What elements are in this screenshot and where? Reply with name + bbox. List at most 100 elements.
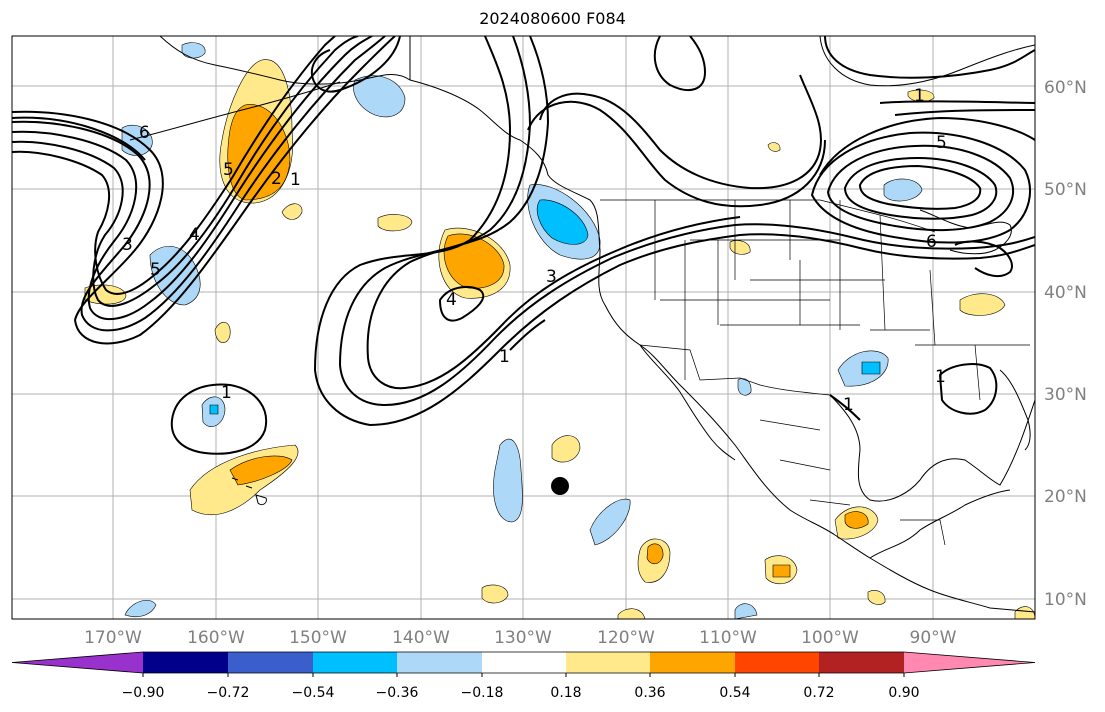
colorbar-tick-label: −0.72 — [207, 685, 250, 701]
contour-p-4 — [366, 36, 741, 390]
contour-label: 1 — [499, 347, 510, 367]
florida — [999, 369, 1031, 451]
contour-n-2 — [824, 36, 1035, 79]
lat-label: 60°N — [1044, 78, 1087, 98]
lat-label: 20°N — [1044, 487, 1087, 507]
gridlines — [12, 36, 1035, 619]
colorbar-segment — [228, 652, 313, 673]
cold-anomaly-alaska — [353, 75, 406, 118]
colorbar-segment — [482, 652, 566, 673]
lon-label: 160°W — [187, 628, 245, 648]
hudson-bay — [819, 36, 1035, 87]
warm-spot-11 — [867, 590, 886, 605]
central-america — [869, 489, 1011, 559]
map-title: 2024080600 F084 — [479, 9, 626, 28]
great-lakes — [919, 209, 1012, 255]
warm-core-9 — [844, 511, 869, 529]
lat-label: 50°N — [1044, 180, 1087, 200]
contour-e-6 — [954, 240, 1013, 278]
lon-label: 90°W — [910, 628, 957, 648]
us-canada-border — [600, 199, 936, 233]
map-frame — [11, 35, 1036, 620]
baja-coast — [639, 344, 736, 461]
lat-label: 10°N — [1044, 590, 1087, 610]
cold-spot-bottom-1 — [124, 600, 157, 618]
lat-label: 40°N — [1044, 283, 1087, 303]
aleutians — [129, 81, 341, 141]
warm-spot-10 — [481, 584, 509, 604]
cold-core-texas — [861, 361, 881, 375]
political-borders — [409, 36, 1030, 546]
contour-label: 3 — [546, 267, 557, 287]
contour-w-5 — [12, 36, 336, 295]
contour-label: 1 — [843, 395, 854, 415]
colorbar-tick-label: 0.18 — [550, 685, 581, 701]
lon-label: 110°W — [699, 628, 757, 648]
lon-label: 120°W — [597, 628, 655, 648]
cold-spot-great-lakes — [883, 178, 923, 202]
longitude-labels: 170°W 160°W 150°W 140°W 130°W 120°W 110°… — [84, 628, 957, 648]
contour-w-4 — [12, 36, 359, 307]
us-mexico-border — [639, 344, 831, 396]
warm-core-bering — [227, 104, 291, 201]
contour-p-2 — [313, 36, 1035, 427]
contour-p-6 — [438, 286, 485, 322]
contour-label: 6 — [926, 232, 937, 252]
contour-label: 6 — [139, 123, 150, 143]
warm-core-goa — [443, 233, 505, 289]
contour-w-2 — [12, 36, 386, 332]
cold-spot-mexico — [737, 378, 752, 396]
colorbar-tick-label: 0.54 — [719, 685, 750, 701]
lat-label: 30°N — [1044, 385, 1087, 405]
contour-e-5 — [858, 164, 982, 210]
colorbar-segment — [143, 652, 228, 673]
contour-label: 4 — [446, 290, 457, 310]
contour-lines — [12, 36, 1035, 455]
colorbar-segment — [566, 652, 650, 673]
alaska-coast — [159, 36, 411, 85]
contour-n-3 — [879, 100, 1035, 104]
contour-se-1 — [938, 363, 998, 415]
warm-spot-13 — [959, 293, 1006, 316]
colorbar-ticks — [142, 673, 905, 677]
contour-e-4 — [843, 156, 998, 220]
colorbar-tick-label: −0.36 — [376, 685, 419, 701]
colorbar-tick-labels: −0.90 −0.72 −0.54 −0.36 −0.18 0.18 0.36 … — [122, 685, 920, 701]
colorbar-tick-label: −0.54 — [292, 685, 335, 701]
warm-spot-14 — [907, 89, 935, 102]
contour-label: 3 — [122, 235, 133, 255]
location-marker — [551, 477, 569, 495]
contour-label: 1 — [935, 367, 946, 387]
hawaii-islands — [231, 477, 267, 506]
contour-label: 5 — [150, 260, 161, 280]
warm-spot-bottom-3 — [617, 608, 646, 619]
contour-se-2 — [829, 394, 861, 421]
cold-core-hawaii — [209, 404, 219, 415]
cold-core-pnw — [536, 199, 589, 245]
colorbar-segment — [12, 652, 143, 673]
colorbar-segment — [313, 652, 397, 673]
contour-n-1 — [653, 36, 707, 92]
colorbar-segment — [397, 652, 482, 673]
warm-spot-bottom-4 — [1014, 606, 1035, 619]
lon-label: 130°W — [494, 628, 552, 648]
contour-label: 1 — [914, 86, 925, 106]
colorbar-tick-label: 0.72 — [803, 685, 834, 701]
colorbar-tick-label: −0.90 — [122, 685, 165, 701]
contour-e-2 — [810, 131, 1031, 244]
colorbar-segment — [650, 652, 735, 673]
contour-label: 5 — [223, 160, 234, 180]
contour-p-5 — [539, 74, 822, 190]
contour-nw-1 — [527, 100, 826, 208]
cold-spot-6 — [589, 498, 631, 546]
colorbar: −0.90 −0.72 −0.54 −0.36 −0.18 0.18 0.36 … — [11, 651, 1036, 701]
cold-spot-bottom-2 — [734, 603, 758, 619]
gulf-coast — [829, 394, 1035, 502]
contour-hawaii-low — [170, 383, 268, 455]
contour-label: 5 — [936, 133, 947, 153]
contour-p-1 — [12, 36, 401, 161]
colorbar-tick-label: −0.18 — [461, 685, 504, 701]
contour-label: 1 — [290, 170, 301, 190]
cold-anomaly-top — [181, 42, 206, 59]
